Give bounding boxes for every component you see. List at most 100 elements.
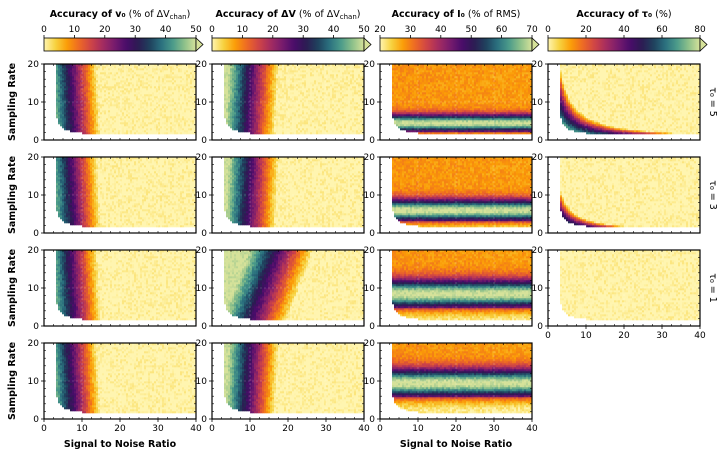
x-tick-label: 0 [209, 424, 215, 434]
y-tick-label: 10 [196, 377, 208, 387]
y-tick-label: 0 [369, 229, 375, 239]
y-tick-label: 20 [364, 339, 376, 349]
y-tick-label: 20 [364, 246, 376, 256]
colorbar [379, 37, 533, 52]
heatmap-panel: 0 10 20 0 10 20 30 40 [28, 339, 202, 434]
colorbar-extend-arrow [699, 37, 708, 52]
colorbar-tick-label: 70 [526, 25, 538, 35]
y-tick-label: 0 [201, 415, 207, 425]
colorbar-extend-arrow [195, 37, 204, 52]
colorbar-tick-label: 60 [656, 25, 668, 35]
colorbar-tick-label: 30 [297, 25, 309, 35]
y-tick-label: 20 [196, 60, 208, 70]
x-tick-label: 10 [580, 331, 592, 341]
y-tick-label: 0 [369, 322, 375, 332]
y-tick-label: 20 [196, 246, 208, 256]
y-axis-label: Sampling Rate [7, 249, 18, 327]
y-tick-label: 0 [537, 322, 543, 332]
colorbar-tick-label: 50 [190, 25, 202, 35]
heatmap-panel: 0 10 20 [532, 153, 701, 239]
y-tick-label: 10 [28, 191, 40, 201]
x-tick-label: 40 [694, 331, 706, 341]
y-tick-label: 0 [369, 136, 375, 146]
y-tick-label: 0 [33, 322, 39, 332]
heatmap-panel: 0 10 20 [196, 153, 365, 239]
colorbar-tick-label: 60 [496, 25, 508, 35]
y-tick-label: 20 [532, 246, 544, 256]
y-tick-label: 10 [364, 98, 376, 108]
y-tick-label: 0 [201, 322, 207, 332]
colorbar [211, 37, 365, 52]
colorbar [547, 37, 701, 52]
y-tick-label: 10 [28, 98, 40, 108]
x-tick-label: 0 [545, 331, 551, 341]
x-tick-label: 10 [76, 424, 88, 434]
y-tick-label: 10 [532, 191, 544, 201]
x-axis-label: Signal to Noise Ratio [400, 439, 513, 450]
x-tick-label: 40 [358, 424, 370, 434]
x-tick-label: 30 [488, 424, 500, 434]
colorbar-tick-label: 80 [694, 25, 706, 35]
colorbar-tick-label: 40 [618, 25, 630, 35]
heatmap-panel: 0 10 20 [364, 60, 533, 146]
x-tick-label: 10 [412, 424, 424, 434]
y-tick-label: 10 [196, 191, 208, 201]
heatmap-panel: 0 10 20 [532, 60, 701, 146]
y-tick-label: 20 [28, 153, 40, 163]
x-tick-label: 20 [114, 424, 126, 434]
y-tick-label: 20 [28, 246, 40, 256]
colorbar-tick-label: 30 [129, 25, 141, 35]
y-axis-label: Sampling Rate [7, 63, 18, 141]
y-tick-label: 0 [201, 136, 207, 146]
colorbar-tick-label: 30 [405, 25, 417, 35]
heatmap-panel: 0 10 20 [28, 246, 197, 332]
x-tick-label: 40 [190, 424, 202, 434]
colorbar-title: Accuracy of v₀ (% of ΔVchan) [50, 9, 191, 21]
x-axis-label: Signal to Noise Ratio [64, 439, 177, 450]
x-tick-label: 20 [618, 331, 630, 341]
x-tick-label: 0 [377, 424, 383, 434]
y-tick-label: 0 [33, 229, 39, 239]
y-tick-label: 10 [532, 284, 544, 294]
colorbars: 0 10 20 30 40 50 0 10 20 30 40 50 20 30 40 50 60 70 0 20 40 6… [41, 25, 708, 52]
y-tick-label: 10 [196, 98, 208, 108]
colorbar-tick-label: 20 [99, 25, 111, 35]
colorbar [43, 37, 197, 52]
colorbar-titles: Accuracy of v₀ (% of ΔVchan) Accuracy of … [50, 9, 672, 21]
x-tick-label: 30 [152, 424, 164, 434]
x-tick-label: 10 [244, 424, 256, 434]
heatmap-panel: 0 10 20 0 10 20 30 40 [532, 246, 706, 341]
colorbar-tick-label: 0 [545, 25, 551, 35]
y-tick-label: 0 [201, 229, 207, 239]
heatmap-panel: 0 10 20 [196, 60, 365, 146]
heatmap-panel: 0 10 20 0 10 20 30 40 [364, 339, 538, 434]
colorbar-tick-label: 40 [160, 25, 172, 35]
y-tick-label: 0 [537, 136, 543, 146]
x-tick-label: 20 [450, 424, 462, 434]
colorbar-tick-label: 20 [580, 25, 592, 35]
colorbar-extend-arrow [531, 37, 540, 52]
y-tick-label: 10 [532, 98, 544, 108]
colorbar-title: Accuracy of τ₀ (%) [576, 9, 671, 20]
y-tick-label: 20 [364, 153, 376, 163]
row-label: τ₀ = 3 [707, 180, 718, 210]
colorbar-tick-label: 50 [358, 25, 370, 35]
y-tick-label: 10 [364, 284, 376, 294]
y-tick-label: 0 [33, 136, 39, 146]
heatmap-panel: 0 10 20 [28, 153, 197, 239]
heatmap-panel: 0 10 20 0 10 20 30 40 [196, 339, 370, 434]
y-tick-label: 0 [33, 415, 39, 425]
x-tick-label: 20 [282, 424, 294, 434]
heatmap-panel: 0 10 20 [196, 246, 365, 332]
y-tick-label: 10 [196, 284, 208, 294]
y-tick-label: 10 [364, 377, 376, 387]
y-tick-label: 20 [196, 153, 208, 163]
colorbar-tick-label: 40 [328, 25, 340, 35]
y-tick-label: 20 [28, 60, 40, 70]
y-axis-label: Sampling Rate [7, 342, 18, 420]
y-tick-label: 20 [28, 339, 40, 349]
colorbar-tick-label: 20 [374, 25, 386, 35]
heatmap-panel: 0 10 20 [28, 60, 197, 146]
row-label: τ₀ = 1 [707, 273, 718, 303]
